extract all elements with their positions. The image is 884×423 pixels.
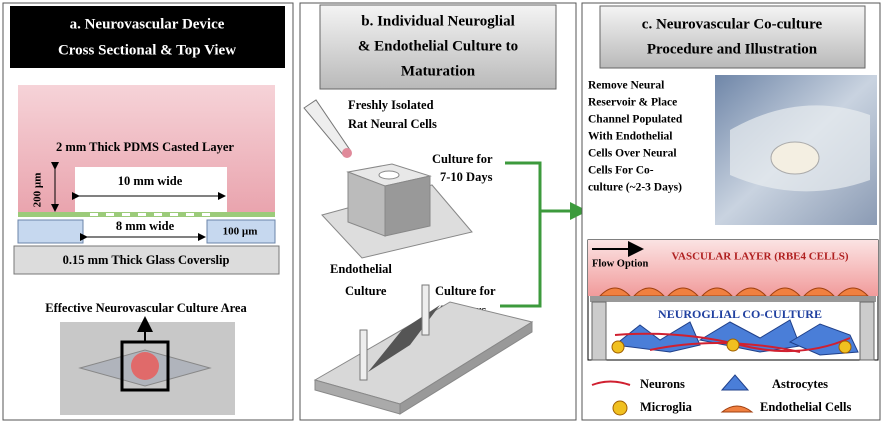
flow-arrow: [500, 211, 542, 308]
shape: [170, 213, 178, 216]
device-well: [770, 141, 820, 175]
panel-title: b. Individual Neuroglial: [361, 13, 515, 29]
shape: [649, 341, 801, 353]
legend-icon: [591, 380, 631, 386]
neurons: [614, 332, 851, 353]
legend-label: Endothelial Cells: [760, 400, 851, 414]
slab-side: [399, 321, 533, 415]
title-box: [319, 4, 557, 90]
channel-label: 10 mm wide: [118, 174, 183, 188]
pores: [90, 213, 210, 216]
glass-label: 0.15 mm Thick Glass Coverslip: [63, 253, 230, 267]
shape: [202, 213, 210, 216]
shape: [614, 332, 851, 353]
shape: [838, 340, 852, 354]
legend-icon: [720, 374, 750, 391]
neuroglial-label: NEUROGLIAL CO-CULTURE: [658, 307, 822, 321]
shape: [186, 213, 194, 216]
endothelial-label: Culture: [345, 284, 387, 298]
flow-arrow: [505, 161, 588, 220]
step-text: Reservoir & Place: [588, 97, 677, 109]
pillar: [859, 301, 875, 361]
legend-label: Microglia: [640, 400, 693, 414]
vascular-label: VASCULAR LAYER (RBE4 CELLS): [672, 251, 849, 263]
legend-label: Astrocytes: [772, 377, 828, 391]
legend-icon: [612, 400, 628, 416]
step-text: culture (~2-3 Days): [588, 182, 682, 194]
reservoir-side: [384, 175, 431, 237]
endothelial-cell: [768, 287, 802, 297]
culture-spot: [131, 352, 159, 380]
shape: [154, 213, 162, 216]
area-label: Effective Neurovascular Culture Area: [45, 301, 247, 315]
step-text: Cells For Co-: [588, 165, 654, 177]
spacer: [206, 219, 276, 244]
cells-label: Rat Neural Cells: [348, 117, 437, 131]
endothelial-cell: [666, 287, 700, 297]
legend-label: Neurons: [640, 377, 685, 391]
step-text: Remove Neural: [588, 80, 664, 92]
endothelial-cell: [700, 287, 734, 297]
shape: [726, 338, 740, 352]
panel-title: Procedure and Illustration: [647, 41, 818, 57]
reservoir-hole: [378, 170, 400, 180]
endothelial-cell: [734, 287, 768, 297]
panel-title: & Endothelial Culture to: [358, 38, 518, 54]
flow-label: Flow Option: [592, 258, 648, 269]
pdms-label: 2 mm Thick PDMS Casted Layer: [56, 140, 234, 154]
shape: [122, 213, 130, 216]
culture-label: Culture for: [435, 284, 496, 298]
group: [598, 287, 870, 297]
pipette: [359, 329, 368, 381]
shape: [138, 213, 146, 216]
culture-label: 7-10 Days: [440, 170, 493, 184]
shape: [611, 340, 625, 354]
membrane: [18, 212, 275, 217]
microglia: [611, 338, 852, 354]
panel-title: c. Neurovascular Co-culture: [642, 16, 823, 32]
shape: [90, 213, 98, 216]
step-text: Channel Populated: [588, 114, 683, 126]
endothelial-cell: [632, 287, 666, 297]
cells-label: Freshly Isolated: [348, 98, 434, 112]
glass: [13, 245, 280, 275]
step-text: With Endothelial: [588, 131, 672, 143]
endothelial-cell: [802, 287, 836, 297]
endothelial-cell: [598, 287, 632, 297]
culture-area: [120, 340, 170, 392]
panel-title: Cross Sectional & Top View: [58, 42, 236, 58]
pillar: [591, 301, 607, 361]
pipette: [421, 284, 430, 336]
group: Remove Neural Reservoir & Place Channel Po…: [588, 80, 683, 194]
height-label: 200 µm: [32, 173, 44, 208]
channel: [75, 167, 227, 212]
legend-icon: [720, 405, 754, 413]
panel-title: Maturation: [401, 63, 476, 79]
step-text: Cells Over Neural: [588, 148, 677, 160]
cell-drop: [342, 148, 352, 158]
membrane: [590, 296, 876, 302]
title-box: [599, 5, 866, 69]
endothelial-cell: [836, 287, 870, 297]
gap-label: 100 µm: [223, 226, 258, 238]
endothelial-label: Endothelial: [330, 262, 392, 276]
shape: [106, 213, 114, 216]
title-box: [10, 6, 285, 68]
culture-label: Culture for: [432, 152, 493, 166]
panel-title: a. Neurovascular Device: [70, 16, 225, 32]
channel-label: 8 mm wide: [116, 219, 175, 233]
spacer: [17, 219, 84, 244]
